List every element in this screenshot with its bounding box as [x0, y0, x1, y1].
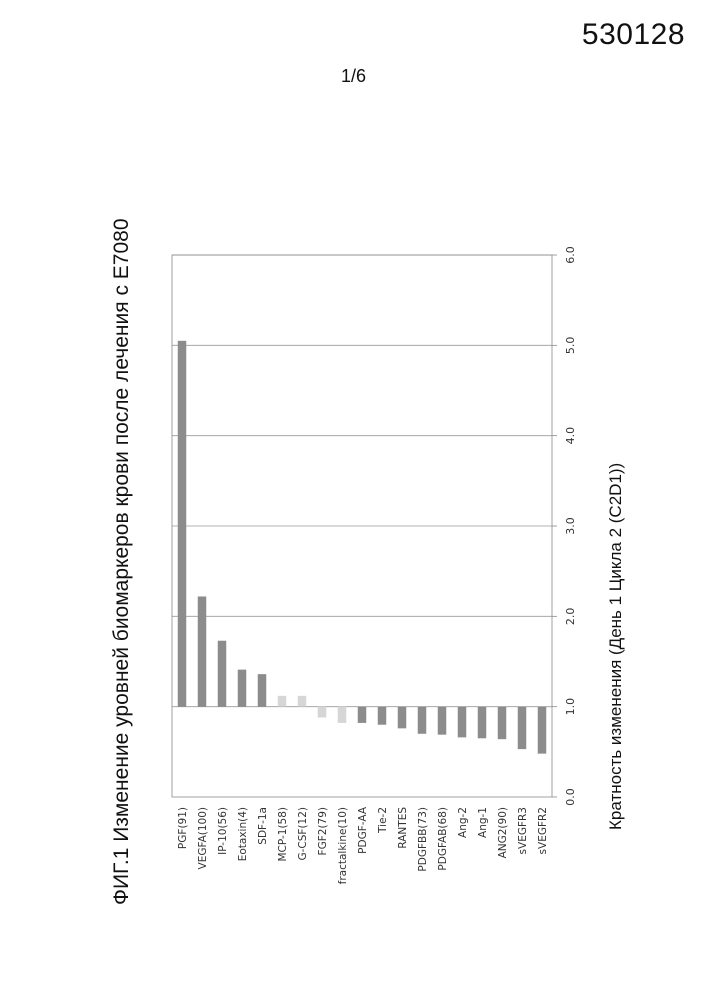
category-label-10: Tie-2 — [377, 807, 389, 834]
category-label-9: PDGF-AA — [357, 806, 369, 854]
bar-14 — [458, 707, 467, 738]
tick-label-5: 5.0 — [564, 337, 577, 355]
category-label-3: Eotaxin(4) — [237, 807, 249, 861]
tick-label-6: 6.0 — [564, 246, 577, 264]
category-label-13: PDGFAB(68) — [437, 807, 449, 871]
bar-2 — [218, 641, 227, 707]
category-label-14: Ang-2 — [457, 807, 469, 838]
category-label-11: RANTES — [397, 807, 409, 849]
tick-label-3: 3.0 — [564, 517, 577, 535]
bar-16 — [498, 707, 507, 740]
tick-label-2: 2.0 — [564, 608, 577, 626]
bar-15 — [478, 707, 487, 739]
tick-label-0: 0.0 — [564, 788, 577, 806]
category-label-1: VEGFA(100) — [197, 807, 209, 869]
bar-11 — [398, 707, 407, 729]
bar-5 — [278, 696, 287, 707]
grid-layer — [172, 255, 552, 707]
bar-6 — [298, 696, 307, 707]
category-label-7: FGF2(79) — [317, 807, 329, 855]
bar-18 — [538, 707, 547, 754]
bar-9 — [358, 707, 367, 723]
bar-4 — [258, 674, 267, 707]
bar-12 — [418, 707, 427, 734]
category-label-5: MCP-1(58) — [277, 807, 289, 862]
bar-0 — [178, 341, 187, 707]
category-label-17: sVEGFR3 — [517, 807, 529, 854]
bar-3 — [238, 670, 247, 707]
category-labels: PGF(91) VEGFA(100) IP-10(56) Eotaxin(4) SDF-… — [177, 806, 549, 884]
category-label-16: ANG2(90) — [497, 807, 509, 858]
bar-13 — [438, 707, 447, 735]
category-label-0: PGF(91) — [177, 807, 189, 849]
category-label-6: G-CSF(12) — [297, 807, 309, 861]
tick-label-4: 4.0 — [564, 427, 577, 445]
category-label-18: sVEGFR2 — [537, 807, 549, 854]
tick-labels: 0.0 1.0 2.0 3.0 4.0 5.0 6.0 — [564, 246, 577, 806]
bar-8 — [338, 707, 347, 723]
bar-7 — [318, 707, 327, 718]
category-label-15: Ang-1 — [477, 807, 489, 838]
category-label-8: fractalkine(10) — [337, 807, 349, 884]
category-label-2: IP-10(56) — [217, 807, 229, 855]
bar-17 — [518, 707, 527, 749]
category-label-4: SDF-1a — [257, 807, 269, 845]
bar-10 — [378, 707, 387, 725]
category-label-12: PDGFBB(73) — [417, 807, 429, 872]
bar-1 — [198, 596, 207, 706]
bars-layer — [178, 341, 547, 754]
tick-label-1: 1.0 — [564, 698, 577, 716]
